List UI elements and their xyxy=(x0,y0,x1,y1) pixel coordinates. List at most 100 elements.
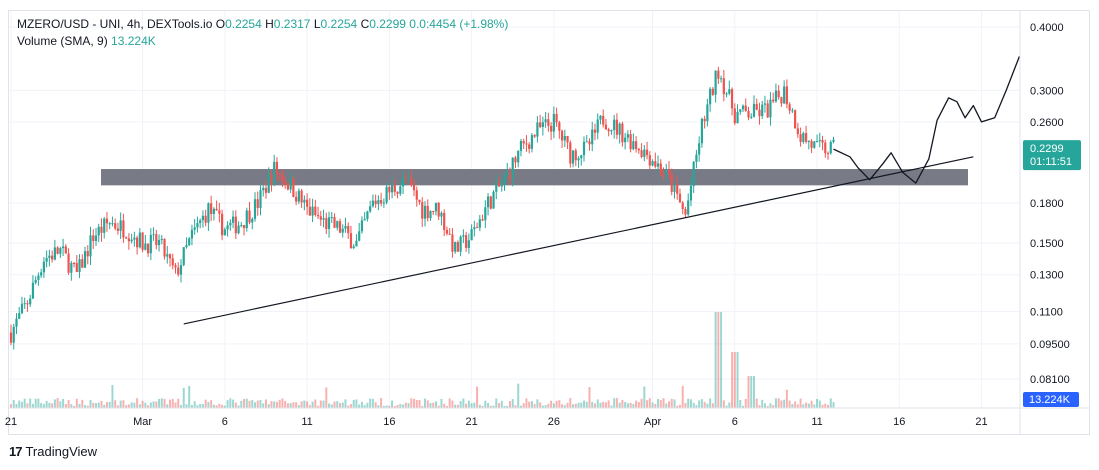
candle-body xyxy=(157,239,161,246)
candle-body xyxy=(333,217,336,228)
volume-bar xyxy=(827,404,830,408)
candle-body xyxy=(388,186,391,193)
candle-body xyxy=(588,141,591,145)
volume-bar xyxy=(459,400,462,408)
candle-body xyxy=(662,174,665,176)
volume-bar xyxy=(772,405,775,408)
volume-bar xyxy=(654,403,657,408)
volume-bar xyxy=(42,404,45,408)
volume-bar xyxy=(311,401,314,408)
volume-bar xyxy=(714,312,717,408)
candle-body xyxy=(645,149,649,156)
candle-body xyxy=(684,209,687,215)
candle-body xyxy=(133,237,136,240)
volume-bar xyxy=(237,405,240,408)
volume-bar xyxy=(744,398,747,408)
candle-body xyxy=(698,143,701,155)
candle-body xyxy=(475,227,479,229)
volume-bar xyxy=(328,403,331,408)
candle-body xyxy=(182,247,185,266)
tradingview-footer[interactable]: 17 TradingView xyxy=(9,444,97,459)
candle-body xyxy=(327,217,331,229)
volume-bar xyxy=(522,403,525,408)
candle-body xyxy=(580,155,583,159)
volume-bar xyxy=(319,400,322,408)
candle-body xyxy=(218,210,221,214)
low-label: L xyxy=(313,17,321,31)
volume-bar xyxy=(706,403,709,408)
candle-body xyxy=(149,234,152,254)
candle-body xyxy=(111,223,114,225)
time-tick-label: 6 xyxy=(222,416,228,428)
candle-body xyxy=(210,203,213,214)
candle-body xyxy=(821,140,824,143)
candle-body xyxy=(130,239,133,242)
volume-bar xyxy=(141,400,144,408)
volume-bar xyxy=(462,398,465,408)
candle-body xyxy=(755,103,758,110)
volume-bar xyxy=(805,402,808,408)
volume-bar xyxy=(434,401,437,408)
volume-bar xyxy=(363,405,366,408)
candle-body xyxy=(530,135,534,149)
volume-bar xyxy=(555,400,558,408)
volume-bar xyxy=(733,352,736,408)
volume-bar xyxy=(196,405,199,408)
candle-body xyxy=(709,88,712,105)
volume-bar xyxy=(382,405,385,408)
volume-bar xyxy=(648,398,651,408)
candle-body xyxy=(473,227,476,230)
candle-body xyxy=(599,115,602,120)
volume-bar xyxy=(604,402,607,408)
volume-bar xyxy=(177,398,180,408)
candle-body xyxy=(489,196,492,209)
time-axis[interactable]: 21 Mar 6 11 16 21 26 Apr 6 11 16 21 xyxy=(5,407,1089,428)
volume-bar xyxy=(717,312,720,408)
price-tick-label: 0.08100 xyxy=(1030,374,1070,386)
volume-bar xyxy=(676,405,679,408)
volume-bar xyxy=(267,404,270,408)
candle-body xyxy=(314,206,317,216)
candle-body xyxy=(785,86,788,105)
candle-body xyxy=(385,186,388,203)
candle-body xyxy=(654,161,657,167)
candle-body xyxy=(281,174,284,183)
volume-bar xyxy=(640,398,643,408)
candle-body xyxy=(207,203,210,223)
candle-body xyxy=(774,90,778,102)
volume-bar xyxy=(695,405,698,408)
candle-body xyxy=(508,171,512,179)
candle-body xyxy=(20,303,24,314)
candle-body xyxy=(196,223,199,228)
volume-bar xyxy=(317,405,320,408)
candle-body xyxy=(799,134,802,142)
candle-body xyxy=(481,219,484,221)
volume-label[interactable]: Volume (SMA, 9) xyxy=(17,34,108,48)
volume-bar xyxy=(821,404,824,408)
volume-bar xyxy=(152,401,155,408)
candle-body xyxy=(750,116,753,118)
volume-bar xyxy=(426,400,429,408)
candle-body xyxy=(31,282,35,299)
candle-body xyxy=(640,150,643,157)
candle-body xyxy=(116,228,120,231)
candle-body xyxy=(717,70,720,79)
volume-bar xyxy=(530,401,533,408)
volume-bar xyxy=(796,404,799,408)
candle-body xyxy=(563,135,566,141)
volume-bar xyxy=(456,404,459,408)
symbol-label[interactable]: MZERO/USD - UNI, 4h, DEXTools.io xyxy=(17,17,213,31)
candle-body xyxy=(223,229,226,236)
volume-bar xyxy=(234,402,237,408)
volume-bar xyxy=(761,399,764,408)
volume-bar xyxy=(149,402,152,408)
volume-bar xyxy=(473,402,476,408)
price-axis[interactable]: 0.4000 0.3000 0.2600 0.1800 0.1500 0.1300 0.11… xyxy=(1019,11,1081,434)
candle-body xyxy=(226,225,229,230)
volume-bar xyxy=(18,400,21,408)
close-label: C xyxy=(360,17,370,31)
candlesticks xyxy=(9,66,835,350)
volume-bar xyxy=(103,404,106,408)
candle-body xyxy=(813,141,816,148)
